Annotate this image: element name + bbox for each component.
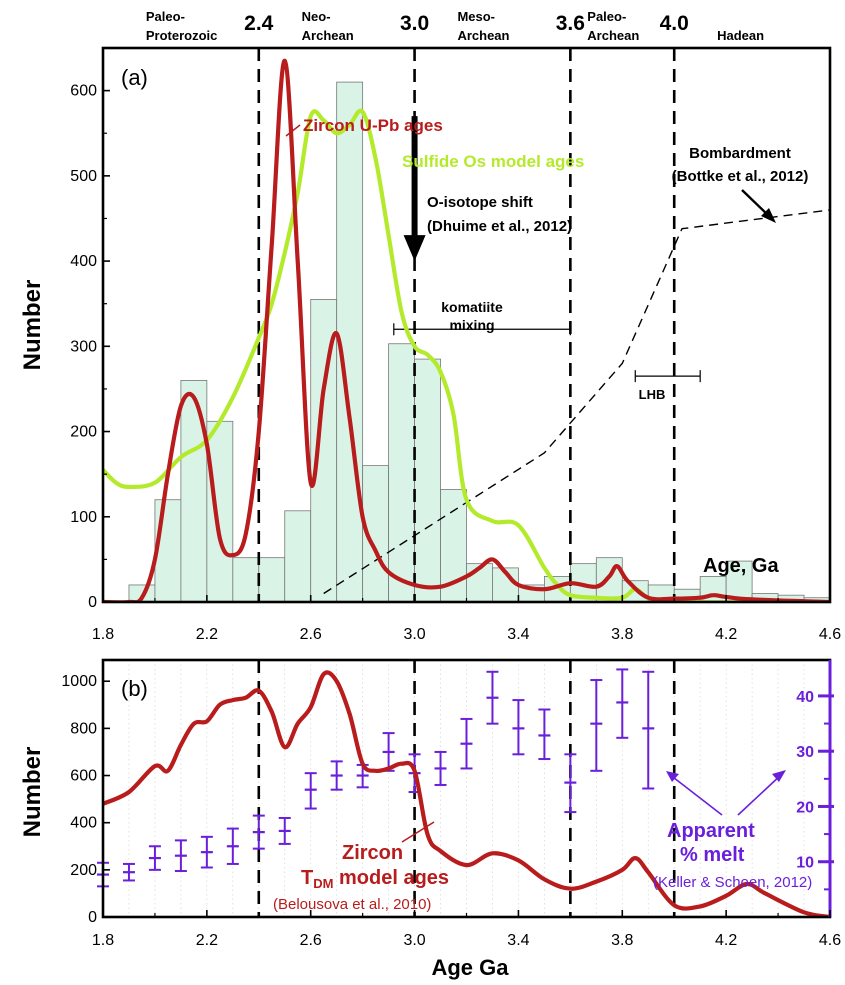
histogram-bar [284, 510, 312, 602]
y2-tick-label: 10 [796, 855, 814, 872]
y-tick-label: 600 [70, 83, 97, 100]
y2-tick-label: 20 [796, 799, 814, 816]
melt-label: Apparent [667, 820, 755, 842]
y-tick-label: 800 [70, 720, 97, 737]
histogram-bar [258, 557, 286, 602]
bombardment-curve [323, 209, 830, 595]
lhb-label: LHB [639, 387, 666, 402]
y-tick-label: 1000 [61, 673, 97, 690]
x-tick-label: 3.8 [611, 626, 633, 643]
panel-label: (a) [121, 65, 148, 90]
y-tick-label: 0 [88, 594, 97, 611]
histogram-bar [154, 499, 182, 602]
histogram-bar [232, 557, 260, 602]
eon-label: Neo- [302, 9, 331, 24]
melt-arrow-head [666, 771, 679, 782]
o-shift-label: O-isotope shift [427, 194, 533, 211]
histogram-bar [388, 343, 415, 602]
x-tick-label: 3.4 [507, 626, 529, 643]
eon-label: Meso- [457, 9, 495, 24]
x-tick-label: 3.8 [611, 932, 633, 949]
x-tick-label: 1.8 [92, 932, 114, 949]
panel-label: (b) [121, 676, 148, 701]
zircon-tdm-rest: model ages [333, 867, 449, 889]
histogram-bar [621, 580, 649, 602]
y2-tick-label: 30 [796, 744, 814, 761]
histogram-bar [206, 420, 234, 602]
sulfide-os-label: Sulfide Os model ages [402, 152, 584, 171]
y-tick-label: 600 [70, 768, 97, 785]
bombardment-arrow-head [761, 208, 776, 223]
histogram-bar [595, 557, 623, 602]
x-tick-label: 4.2 [715, 626, 737, 643]
o-shift-label: (Dhuime et al., 2012) [427, 218, 572, 235]
eon-label: Paleo- [587, 9, 626, 24]
zircon-tdm-leader [401, 821, 435, 843]
x-tick-label: 3.0 [403, 932, 425, 949]
eon-label: Proterozoic [146, 28, 218, 43]
panel-a: komatiite mixing LHB O-isotope shift (Dhuime… [19, 9, 841, 643]
x-tick-label: 4.6 [819, 626, 841, 643]
eon-label: Hadean [717, 28, 764, 43]
x-tick-label: 4.2 [715, 932, 737, 949]
x-tick-label: 3.0 [403, 626, 425, 643]
zircon-tdm-label: Zircon [342, 842, 403, 864]
y-tick-label: 400 [70, 253, 97, 270]
age-label: Age, Ga [703, 555, 779, 577]
y-tick-label: 0 [88, 909, 97, 926]
melt-label: % melt [680, 844, 745, 866]
eon-label: Paleo- [146, 9, 185, 24]
zircon-tdm-label: TDM model ages [301, 867, 449, 891]
y-tick-label: 100 [70, 509, 97, 526]
zircon-upb-label: Zircon U-Pb ages [303, 116, 443, 135]
x-tick-label: 2.6 [300, 932, 322, 949]
boundary-age-label: 3.0 [400, 12, 429, 35]
histogram-bar [180, 379, 208, 602]
melt-bars [97, 668, 655, 888]
x-tick-label: 2.6 [300, 626, 322, 643]
panel-a-series [103, 58, 830, 602]
boundary-age-label: 3.6 [556, 12, 585, 35]
o-shift-arrow-head [403, 235, 426, 262]
x-tick-label: 3.4 [507, 932, 529, 949]
eon-label: Archean [457, 28, 509, 43]
melt-arrow-head [772, 770, 786, 782]
x-tick-label: 2.2 [196, 932, 218, 949]
series-line [103, 58, 830, 602]
melt-arrow [737, 773, 783, 816]
y-tick-label: 200 [70, 424, 97, 441]
y2-tick-label: 40 [796, 689, 814, 706]
panel-b: 1.8 2.2 2.6 3.0 3.4 3.8 4.2 4.6 0 200 400 600 800 100… [19, 658, 841, 980]
komatiite-label: komatiite [441, 299, 503, 315]
histogram-bar [414, 358, 441, 602]
y-axis-title: Number [19, 747, 46, 838]
komatiite-label: mixing [449, 317, 494, 333]
zircon-tdm-subscript: DM [313, 876, 333, 891]
y-tick-label: 300 [70, 338, 97, 355]
eon-label: Archean [587, 28, 639, 43]
bombardment-label: Bombardment [689, 145, 791, 162]
boundary-age-label: 2.4 [244, 12, 274, 35]
zircon-upb-leader [285, 124, 301, 137]
x-tick-label: 2.2 [196, 626, 218, 643]
x-axis-title: Age Ga [431, 955, 509, 980]
y-tick-label: 200 [70, 862, 97, 879]
eon-label: Archean [302, 28, 354, 43]
melt-citation: (Keller & Schoen, 2012) [653, 874, 812, 891]
zircon-tdm-citation: (Belousova et al., 2010) [273, 896, 431, 913]
melt-arrow [668, 773, 723, 816]
x-tick-label: 1.8 [92, 626, 114, 643]
histogram-bar [725, 560, 753, 602]
boundary-age-label: 4.0 [660, 12, 689, 35]
series-line [103, 108, 830, 602]
y-tick-label: 400 [70, 815, 97, 832]
series-line [103, 670, 830, 917]
histogram [128, 81, 830, 602]
y-tick-label: 500 [70, 168, 97, 185]
y-axis-title: Number [19, 280, 46, 371]
x-tick-label: 4.6 [819, 932, 841, 949]
bombardment-label: (Bottke et al., 2012) [672, 168, 809, 185]
